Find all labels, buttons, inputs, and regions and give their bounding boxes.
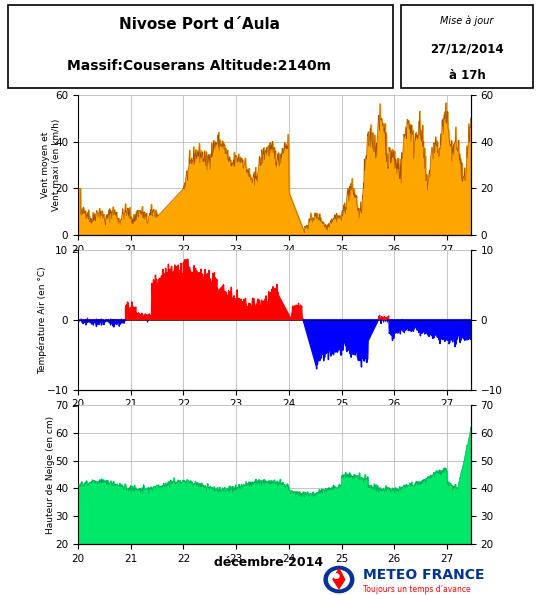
Y-axis label: Vent moyen et
Vent maxi (en km/h): Vent moyen et Vent maxi (en km/h) — [41, 119, 61, 211]
Text: à 17h: à 17h — [449, 69, 485, 82]
Circle shape — [329, 571, 349, 588]
Text: Nivose Port d´Aula: Nivose Port d´Aula — [118, 17, 280, 32]
Text: Massif:Couserans Altitude:2140m: Massif:Couserans Altitude:2140m — [67, 60, 331, 73]
FancyBboxPatch shape — [401, 5, 533, 87]
Y-axis label: Température Air (en °C): Température Air (en °C) — [38, 266, 47, 374]
Circle shape — [324, 566, 354, 593]
Circle shape — [334, 574, 339, 578]
FancyBboxPatch shape — [8, 5, 393, 87]
Text: METEO FRANCE: METEO FRANCE — [363, 568, 485, 583]
Text: 27/12/2014: 27/12/2014 — [430, 42, 504, 55]
Text: Mise à jour: Mise à jour — [440, 15, 494, 26]
Text: Toujours un temps d’avance: Toujours un temps d’avance — [363, 584, 471, 594]
Y-axis label: Hauteur de Neige (en cm): Hauteur de Neige (en cm) — [46, 415, 55, 534]
Polygon shape — [333, 569, 345, 588]
Text: décembre 2014: décembre 2014 — [215, 556, 323, 569]
